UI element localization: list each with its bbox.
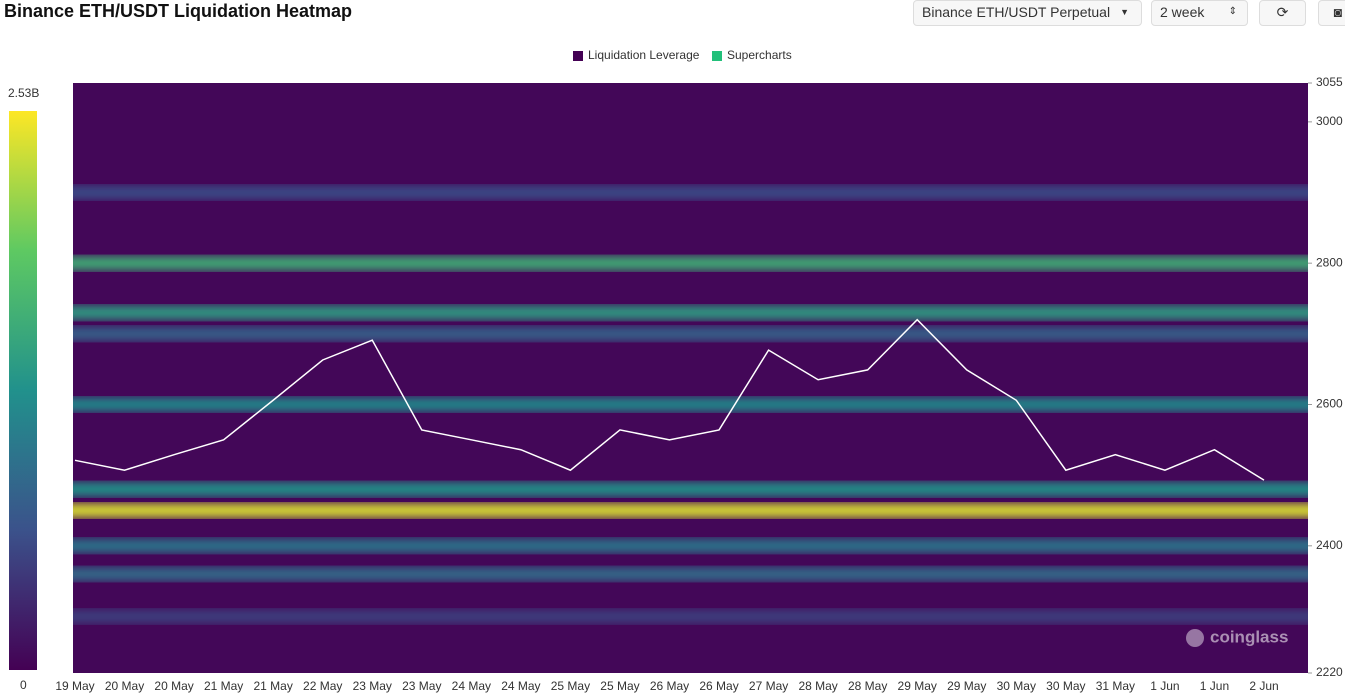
- x-tick-label: 26 May: [650, 679, 689, 693]
- liquidation-band: [73, 503, 1308, 518]
- screenshot-button[interactable]: ◙: [1318, 0, 1345, 26]
- x-tick-label: 19 May: [55, 679, 94, 693]
- y-tick-label: 3055: [1316, 75, 1343, 89]
- x-tick-label: 2 Jun: [1249, 679, 1278, 693]
- x-tick-label: 30 May: [1046, 679, 1085, 693]
- y-tick-label: 3000: [1316, 114, 1343, 128]
- liquidation-band: [73, 326, 1308, 341]
- x-tick-label: 21 May: [204, 679, 243, 693]
- x-tick-label: 28 May: [848, 679, 887, 693]
- colorbar-label: 2.53B: [8, 86, 39, 100]
- x-tick-label: 27 May: [749, 679, 788, 693]
- chart: Liquidation Leverage Supercharts 2220 2400 2…: [8, 48, 1343, 693]
- x-tick-label: 30 May: [997, 679, 1036, 693]
- x-tick-label: 25 May: [551, 679, 590, 693]
- x-tick-label: 21 May: [253, 679, 292, 693]
- legend-swatch: [573, 51, 583, 61]
- liquidation-band: [73, 567, 1308, 582]
- heatmap-background: [73, 83, 1308, 673]
- liquidation-band: [73, 482, 1308, 497]
- x-tick-label: 24 May: [501, 679, 540, 693]
- liquidation-band: [73, 538, 1308, 553]
- watermark-icon: [1186, 629, 1204, 647]
- liquidation-band: [73, 397, 1308, 412]
- x-tick-label: 20 May: [105, 679, 144, 693]
- price-line: [74, 318, 1265, 481]
- refresh-button[interactable]: ⟳: [1259, 0, 1306, 26]
- x-tick-label: 25 May: [600, 679, 639, 693]
- x-tick-label: 1 Jun: [1200, 679, 1229, 693]
- liquidation-band: [73, 609, 1308, 624]
- x-tick-label: 1 Jun: [1150, 679, 1179, 693]
- pair-select-text: Binance ETH/USDT Perpetual: [922, 4, 1111, 20]
- y-tick-label: 2220: [1316, 665, 1343, 679]
- y-tick-label: 2800: [1316, 255, 1343, 269]
- x-tick-label: 26 May: [699, 679, 738, 693]
- colorbar: [9, 111, 37, 670]
- y-tick-label: 2600: [1316, 397, 1343, 411]
- liquidation-band: [73, 305, 1308, 320]
- x-tick-label: 29 May: [947, 679, 986, 693]
- x-tick-label: 29 May: [898, 679, 937, 693]
- page-title: Binance ETH/USDT Liquidation Heatmap: [4, 1, 353, 21]
- liquidation-band: [73, 185, 1308, 200]
- x-tick-label: 24 May: [452, 679, 491, 693]
- pair-select[interactable]: Binance ETH/USDT Perpetual ▼: [913, 0, 1142, 26]
- x-tick-label: 22 May: [303, 679, 342, 693]
- x-tick-label: 23 May: [353, 679, 392, 693]
- x-tick-label: 20 May: [154, 679, 193, 693]
- range-select-text: 2 week: [1160, 4, 1205, 20]
- colorbar-label: 0: [20, 678, 27, 692]
- x-tick-label: 31 May: [1096, 679, 1135, 693]
- y-tick-label: 2400: [1316, 538, 1343, 552]
- x-tick-label: 23 May: [402, 679, 441, 693]
- range-select[interactable]: 2 week ⇕: [1151, 0, 1248, 26]
- watermark: coinglass: [1210, 627, 1288, 646]
- legend-label: Liquidation Leverage: [588, 48, 700, 62]
- legend-label: Supercharts: [727, 48, 792, 62]
- legend-swatch: [712, 51, 722, 61]
- x-tick-label: 28 May: [798, 679, 837, 693]
- liquidation-band: [73, 256, 1308, 271]
